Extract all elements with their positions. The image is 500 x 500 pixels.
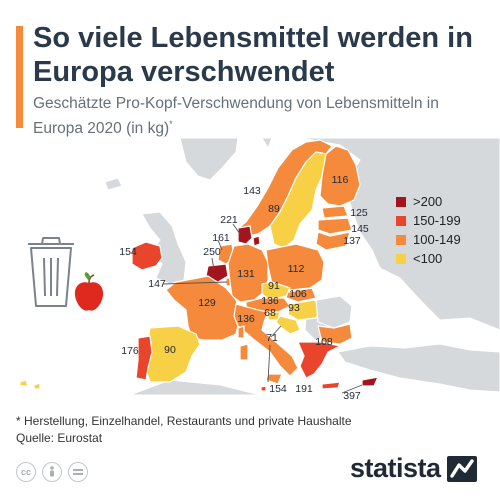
label-portugal: 176 [121, 345, 139, 357]
label-slovakia: 106 [289, 288, 307, 300]
sicily-shape [265, 373, 283, 385]
malta-shape [260, 385, 267, 392]
finland-shape [319, 145, 361, 207]
legend-swatch [396, 253, 406, 264]
latvia-shape [317, 217, 353, 235]
footnote-source: Quelle: Eurostat [16, 431, 103, 445]
france-shape [165, 275, 241, 341]
label-norway: 143 [243, 185, 261, 197]
label-austria: 136 [261, 295, 279, 307]
label-czechia: 91 [268, 280, 280, 292]
footnote-note: * Herstellung, Einzelhandel, Restaurants… [16, 414, 352, 428]
page-title: So viele Lebensmittel werden in Europa v… [33, 22, 473, 88]
sardinia-shape [239, 343, 249, 361]
apple-icon [74, 272, 104, 311]
label-sweden: 89 [268, 203, 280, 215]
corsica-shape [237, 325, 245, 339]
portugal-shape [135, 335, 153, 381]
legend-swatch [396, 196, 406, 207]
crete-shape [321, 381, 341, 390]
title-accent-bar [16, 26, 23, 128]
label-spain: 90 [164, 344, 176, 356]
statista-mark-icon [446, 455, 477, 482]
label-latvia: 145 [351, 223, 369, 235]
label-hungary: 93 [288, 302, 300, 314]
legend-label: >200 [413, 194, 443, 209]
attribution-icon[interactable] [42, 462, 62, 482]
europe-map: 89 143 116 125 145 137 221 154 161 250 1… [19, 138, 500, 400]
label-luxembourg: 147 [148, 278, 166, 290]
estonia-shape [321, 205, 349, 219]
legend-item-150-199: 150-199 [396, 211, 488, 230]
page-subtitle: Geschätzte Pro-Kopf-Verschwendung von Le… [33, 94, 473, 139]
subtitle-footnote-mark: * [169, 119, 173, 129]
label-denmark: 221 [220, 214, 238, 226]
label-italy: 136 [237, 313, 255, 325]
label-ireland: 154 [119, 246, 137, 258]
lithuania-shape [315, 231, 351, 251]
legend-label: 150-199 [413, 213, 461, 228]
legend-label: 100-149 [413, 232, 461, 247]
hungary-shape [287, 299, 323, 321]
label-slovenia: 68 [264, 307, 276, 319]
legend-label: <100 [413, 251, 443, 266]
trash-bin-icon [28, 237, 74, 307]
legend-swatch [396, 234, 406, 245]
denmark-shape [237, 225, 261, 247]
label-malta: 154 [269, 383, 287, 395]
label-cyprus: 397 [343, 390, 361, 400]
no-derivatives-icon[interactable] [68, 462, 88, 482]
label-croatia: 71 [266, 332, 278, 344]
czechia-shape [261, 281, 291, 301]
poland-shape [265, 243, 325, 291]
croatia-shape [275, 315, 301, 335]
label-lithuania: 137 [343, 235, 361, 247]
slovakia-shape [285, 287, 317, 303]
label-belgium: 250 [203, 246, 221, 258]
legend-item-over-200: >200 [396, 192, 488, 211]
label-bulgaria: 108 [315, 336, 333, 348]
legend-item-100-149: 100-149 [396, 230, 488, 249]
creative-commons-icon[interactable]: cc [16, 462, 36, 482]
legend-item-under-100: <100 [396, 249, 488, 268]
ireland-shape [131, 241, 163, 271]
leader-lines [162, 223, 363, 394]
germany-shape [227, 243, 269, 303]
label-netherlands: 161 [212, 232, 230, 244]
license-icons: cc [16, 462, 88, 482]
label-estonia: 125 [350, 207, 368, 219]
label-poland: 112 [288, 263, 305, 275]
greece-shape [297, 341, 341, 379]
label-greece: 191 [295, 383, 313, 395]
statista-logo[interactable]: statista [350, 453, 477, 484]
label-germany: 131 [237, 268, 255, 280]
map-legend: >200 150-199 100-149 <100 [396, 192, 488, 268]
label-france: 129 [198, 297, 216, 309]
belgium-shape [205, 263, 229, 283]
legend-swatch [396, 215, 406, 226]
canaries-shape [19, 379, 41, 390]
brand-name: statista [350, 453, 441, 483]
label-finland: 116 [332, 174, 349, 186]
eu-countries [19, 139, 379, 392]
romania-shape [315, 295, 353, 329]
footnote: * Herstellung, Einzelhandel, Restaurants… [16, 413, 486, 447]
subtitle-text: Geschätzte Pro-Kopf-Verschwendung von Le… [33, 95, 439, 138]
cyprus-shape [361, 376, 379, 387]
